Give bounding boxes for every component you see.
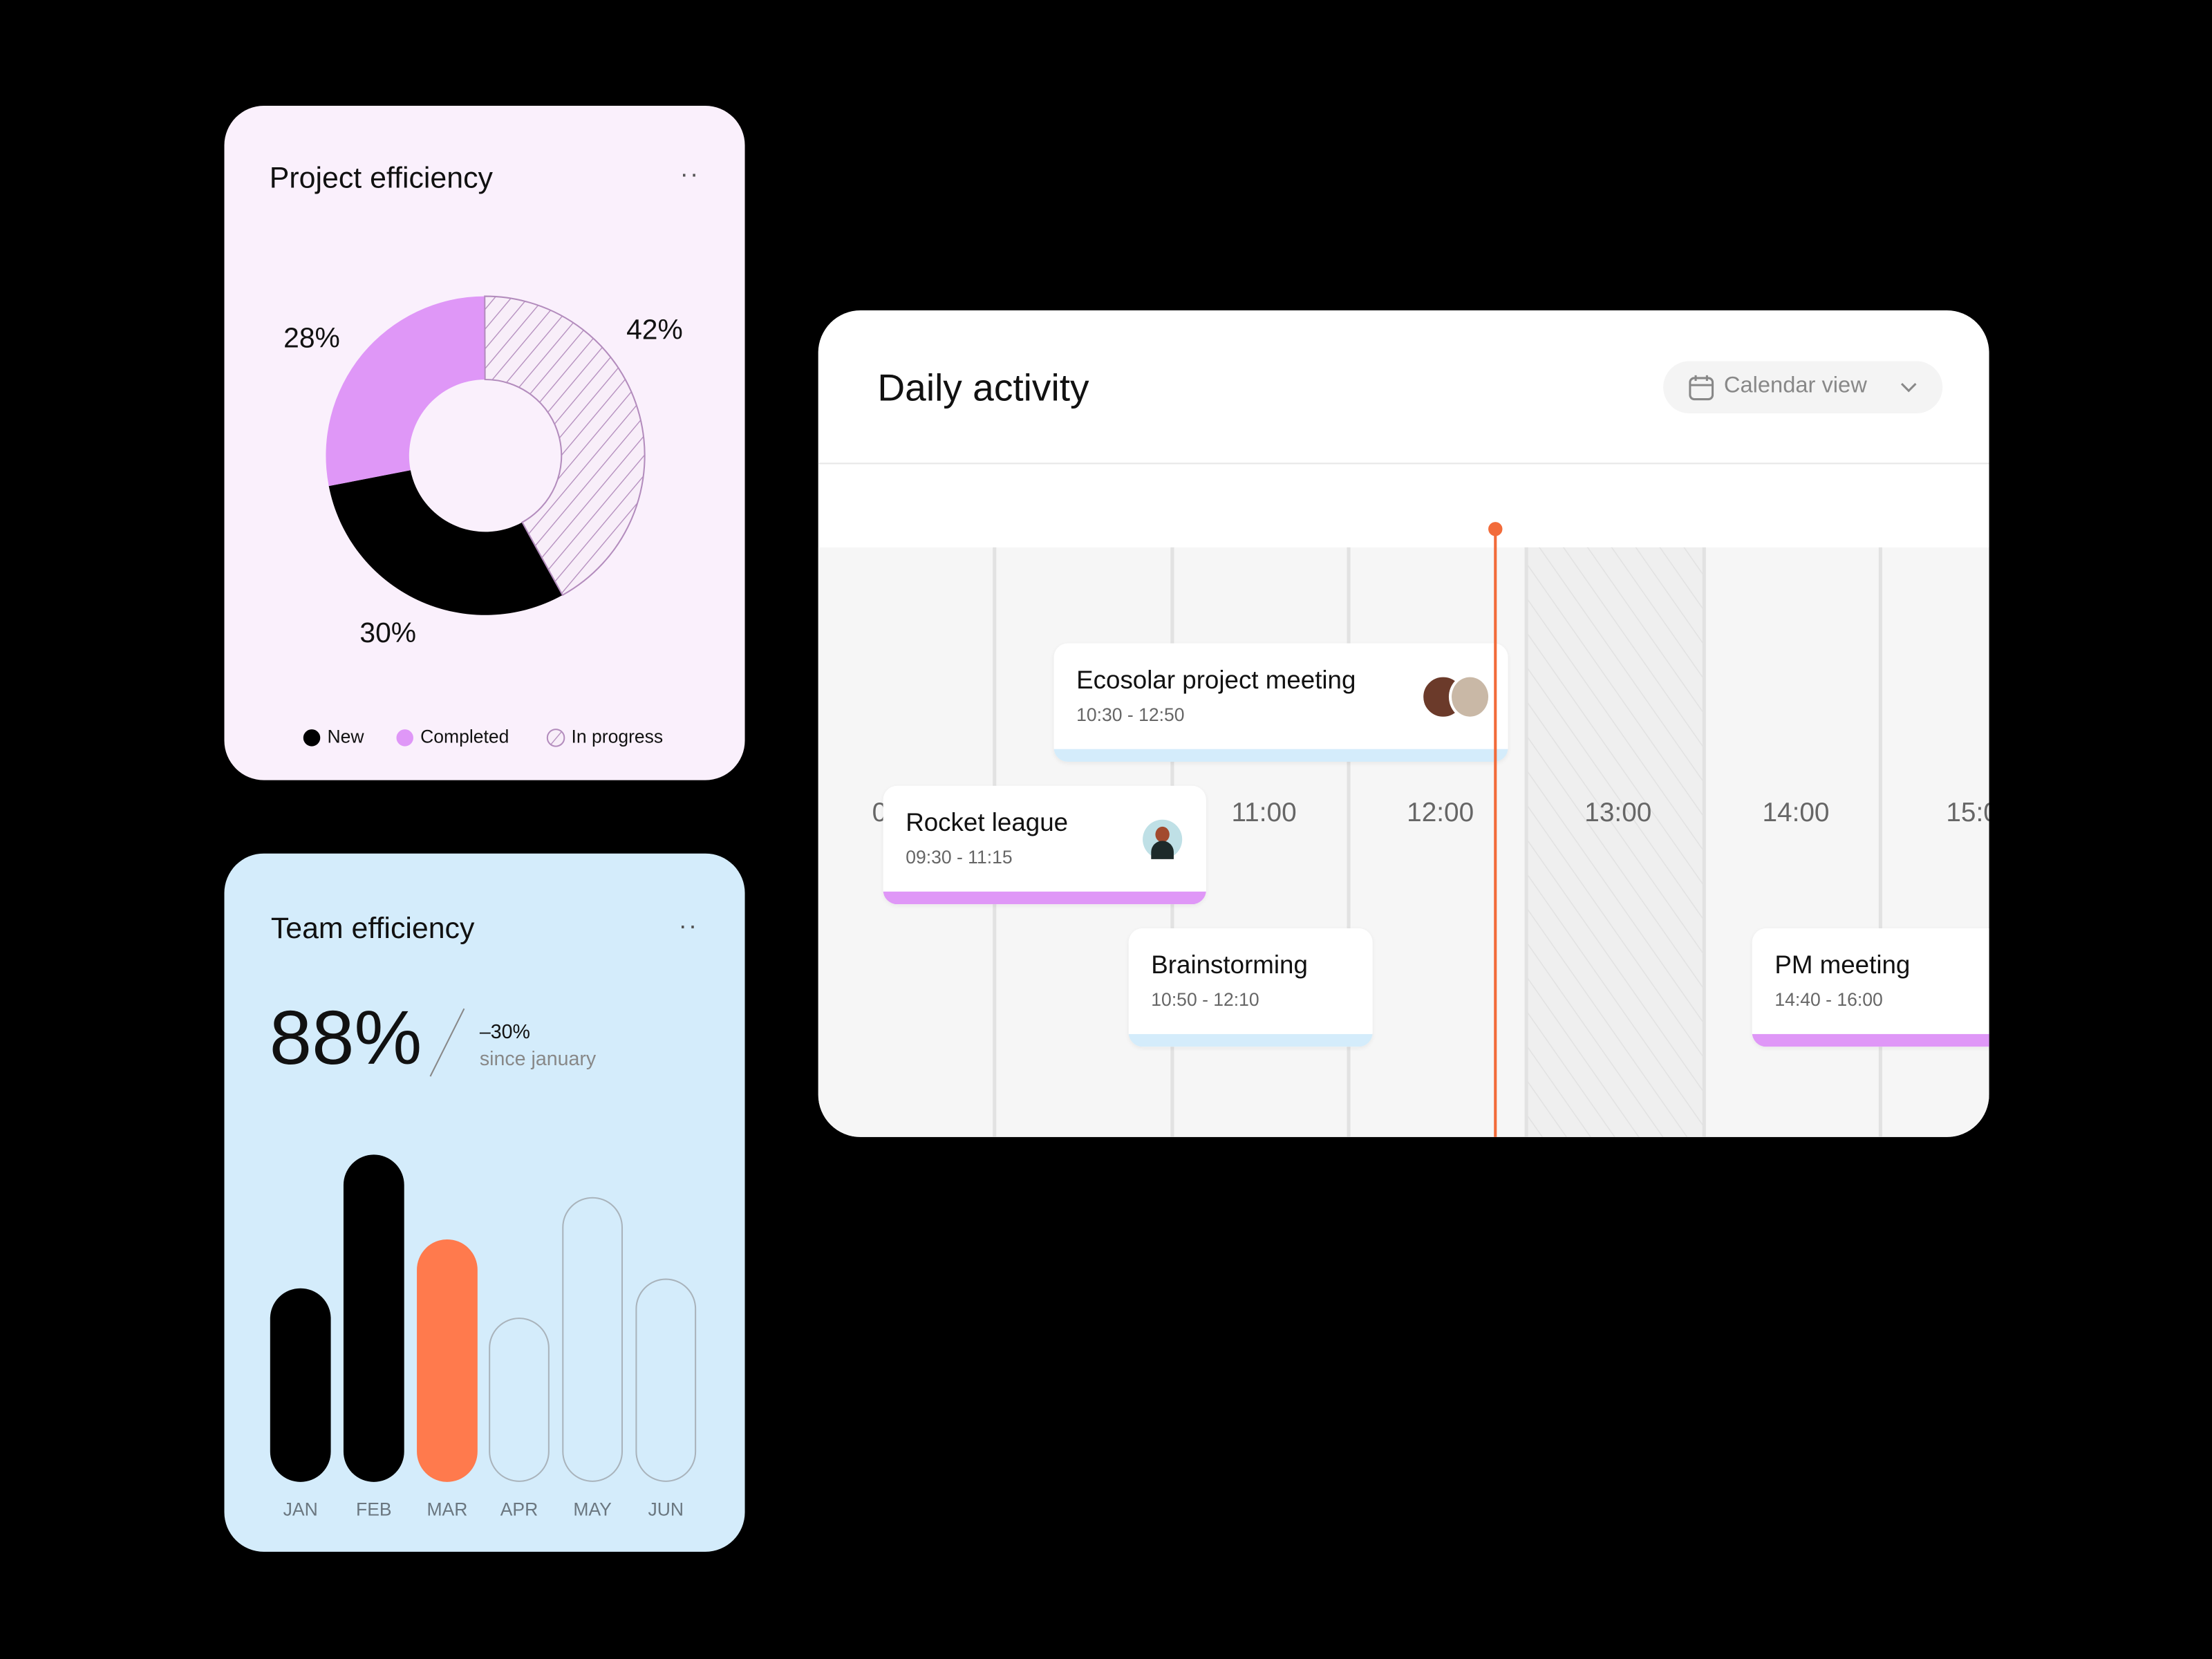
event-time: 10:30 - 12:50: [1076, 704, 1185, 725]
event-title: PM meeting: [1774, 950, 1911, 980]
event-card[interactable]: Rocket league 09:30 - 11:15: [883, 785, 1206, 905]
card-title: Daily activity: [877, 366, 1089, 409]
bar: [417, 1239, 478, 1482]
legend-label: New: [327, 726, 364, 747]
event-card[interactable]: Ecosolar project meeting 10:30 - 12:50: [1053, 643, 1508, 762]
view-button-label: Calendar view: [1723, 373, 1867, 398]
time-label: 13:00: [1584, 798, 1652, 828]
data-label: 30%: [359, 617, 416, 648]
time-label: 14:00: [1762, 798, 1830, 828]
event-card[interactable]: PM meeting 14:40 - 16:00: [1752, 928, 1989, 1047]
legend-swatch: [546, 729, 565, 747]
legend-swatch: [303, 729, 321, 747]
daily-card: Daily activity Calendar view 09:0010:001…: [818, 310, 1989, 1137]
more-button[interactable]: ··: [679, 159, 700, 188]
team-card: Team efficiency ·· 88% JAN FEB MAR APR MAY JU…: [224, 853, 745, 1552]
x-tick-label: JUN: [648, 1499, 684, 1520]
donut-segment: [484, 295, 646, 597]
view-button[interactable]: Calendar view: [1663, 361, 1943, 413]
kpi-note: since january: [479, 1047, 597, 1069]
bar: [562, 1197, 624, 1482]
donut-segment: [328, 470, 563, 615]
x-tick-label: MAR: [427, 1499, 467, 1520]
now-dot: [1488, 522, 1503, 536]
event-strip: [883, 891, 1206, 905]
avatar: [1448, 674, 1492, 720]
calendar-icon: [1689, 375, 1714, 401]
event-title: Ecosolar project meeting: [1076, 666, 1356, 695]
time-label: 15:0: [1946, 798, 1989, 828]
event-title: Rocket league: [906, 808, 1069, 837]
card-title: Team efficiency: [270, 912, 475, 946]
x-tick-label: MAY: [573, 1499, 612, 1520]
bar-chart: JAN FEB MAR APR MAY JUN: [270, 1008, 697, 1520]
event-time: 09:30 - 11:15: [906, 846, 1013, 868]
divider: [429, 1008, 465, 1077]
avatar: [1143, 819, 1183, 859]
event-time: 14:40 - 16:00: [1774, 988, 1883, 1011]
donut-segment: [326, 296, 485, 487]
header-divider: [818, 462, 1989, 465]
project-card: Project efficiency ·· 30% 28% 42% New Comple…: [224, 106, 745, 780]
x-tick-label: JAN: [283, 1499, 318, 1520]
more-button[interactable]: ··: [678, 911, 699, 940]
legend-swatch: [396, 729, 413, 747]
chevron: [1900, 383, 1917, 393]
data-label: 42%: [626, 313, 683, 345]
event-card[interactable]: Brainstorming 10:50 - 12:10: [1128, 928, 1373, 1047]
kpi-change: –30%: [479, 1020, 530, 1043]
event-strip: [1053, 749, 1508, 762]
event-strip: [1752, 1033, 1989, 1047]
data-label: 28%: [283, 322, 340, 354]
legend-label: Completed: [420, 726, 509, 747]
event-time: 10:50 - 12:10: [1151, 988, 1259, 1011]
bar: [270, 1288, 331, 1482]
bar: [489, 1318, 550, 1482]
time-label: 12:00: [1407, 798, 1474, 828]
kpi-value: 88%: [269, 995, 422, 1081]
card-title: Project efficiency: [269, 162, 493, 195]
now-line: [1494, 529, 1497, 1137]
event-title: Brainstorming: [1151, 950, 1308, 980]
x-tick-label: FEB: [356, 1499, 392, 1520]
bar: [343, 1154, 404, 1482]
legend-label: In progress: [572, 726, 664, 747]
time-label: 11:00: [1231, 798, 1297, 828]
bar: [635, 1278, 697, 1482]
donut-chart: 30% 28% 42% New Completed In progress: [283, 295, 683, 747]
x-tick-label: APR: [500, 1499, 538, 1520]
event-strip: [1128, 1033, 1373, 1047]
